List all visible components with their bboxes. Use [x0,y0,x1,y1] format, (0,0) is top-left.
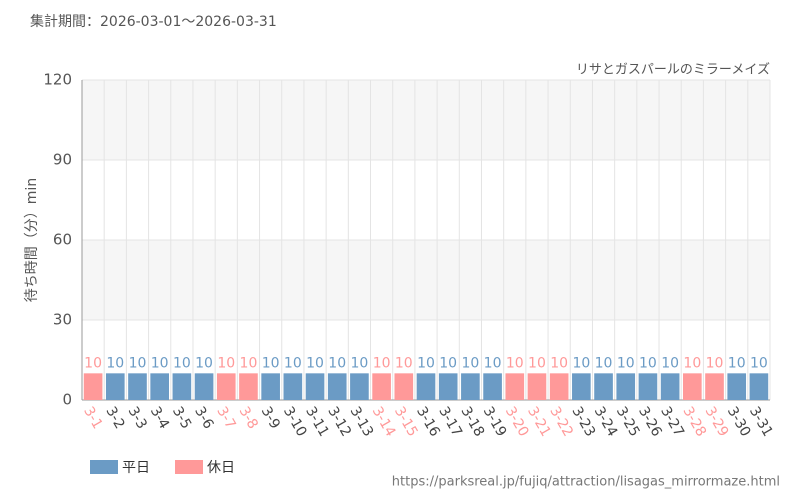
y-tick-label: 90 [53,151,72,169]
x-tick-label: 3-1 [80,404,105,432]
bar [216,373,236,400]
source-url: https://parksreal.jp/fujiq/attraction/li… [392,475,780,490]
data-label: 10 [84,355,102,371]
data-label: 10 [217,355,235,371]
data-label: 10 [706,355,724,371]
bar [239,373,258,400]
bar [83,373,103,400]
y-tick-label: 30 [53,311,72,329]
data-label: 10 [351,355,369,371]
x-tick-label: 3-9 [258,404,283,432]
data-label: 10 [484,355,502,371]
y-tick-label: 60 [53,231,72,249]
bar [194,373,214,400]
data-label: 10 [106,355,124,371]
data-label: 10 [617,355,635,371]
bar [505,373,525,400]
data-label: 10 [639,355,657,371]
x-tick-label: 3-7 [213,404,238,432]
bar [549,373,569,400]
data-label: 10 [728,355,746,371]
y-tick-label: 0 [62,391,72,409]
bar [150,373,169,400]
legend-swatch [90,460,118,474]
data-label: 10 [572,355,590,371]
data-label: 10 [129,355,147,371]
data-label: 10 [595,355,613,371]
data-label: 10 [240,355,258,371]
data-label: 10 [306,355,324,371]
bar [616,373,636,400]
y-tick-label: 120 [43,71,72,89]
data-label: 10 [661,355,679,371]
bar [461,373,480,400]
data-label: 10 [173,355,191,371]
data-label: 10 [417,355,435,371]
bar [261,373,280,400]
data-label: 10 [373,355,391,371]
bar [594,373,613,400]
bar [372,373,391,400]
data-label: 10 [195,355,213,371]
data-label: 10 [683,355,701,371]
data-label: 10 [550,355,568,371]
legend-swatch [175,460,203,474]
data-label: 10 [395,355,413,371]
data-label: 10 [750,355,768,371]
bar [305,373,325,400]
bar [749,373,769,400]
legend-label: 休日 [207,460,235,476]
data-label: 10 [439,355,457,371]
data-label: 10 [262,355,280,371]
data-label: 10 [328,355,346,371]
legend-label: 平日 [122,460,150,476]
bar [638,373,658,400]
x-tick-label: 3-31 [746,404,776,440]
bar [660,373,680,400]
bar [128,373,147,400]
chart-title: リサとガスパールのミラーメイズ [576,62,770,78]
bar [483,373,502,400]
x-tick-label: 3-3 [125,404,150,432]
bar [527,373,547,400]
bar [727,373,747,400]
chart-subtitle: 集計期間：2026-03-01～2026-03-31 [30,13,277,30]
bar [172,373,192,400]
bar [438,373,458,400]
plot-band [82,80,770,160]
data-label: 10 [461,355,479,371]
plot-band [82,240,770,320]
data-label: 10 [528,355,546,371]
bar [416,373,436,400]
x-tick-label: 3-4 [147,404,172,432]
bar [105,373,125,400]
bar [327,373,347,400]
x-tick-label: 3-5 [169,404,194,432]
data-label: 10 [151,355,169,371]
x-tick-label: 3-8 [236,404,261,432]
bar [350,373,369,400]
bar [283,373,303,400]
data-label: 10 [284,355,302,371]
bar [572,373,591,400]
bar [705,373,724,400]
data-label: 10 [506,355,524,371]
x-tick-label: 3-6 [191,404,216,432]
y-axis-label: 待ち時間（分）min [24,178,40,302]
x-tick-label: 3-2 [102,404,127,432]
bar [683,373,702,400]
bar [394,373,414,400]
